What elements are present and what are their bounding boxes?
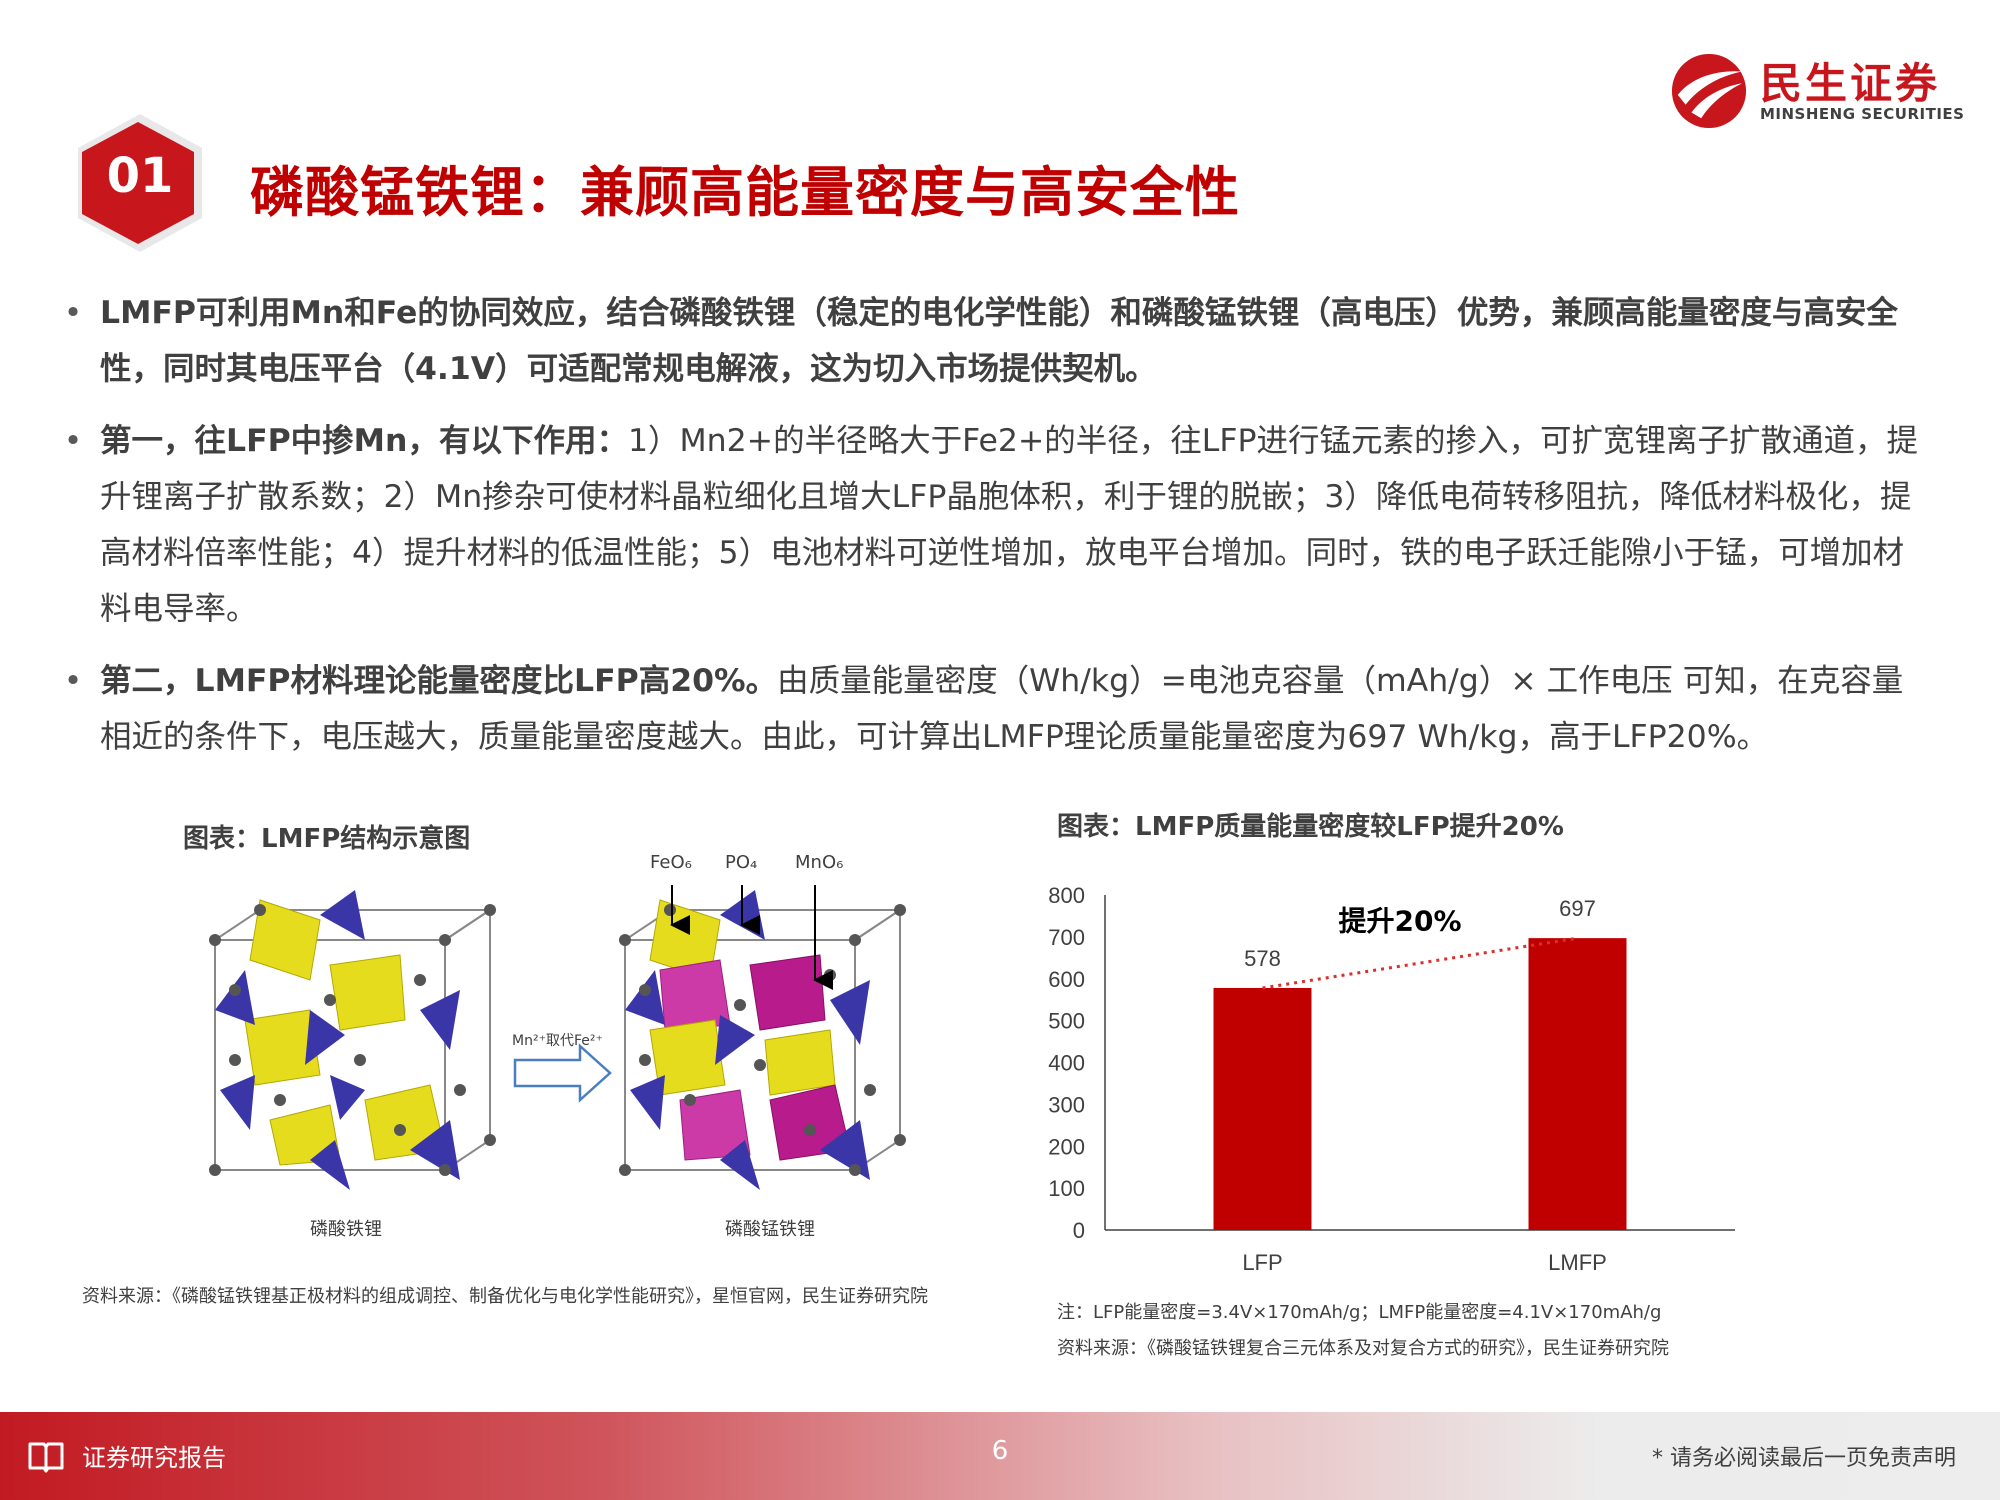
y-tick-label: 400 [1048, 1051, 1085, 1076]
lmfp-crystal-icon [619, 890, 906, 1190]
lmfp-structure-diagram: FeO₆ PO₄ MnO₆ Mn²⁺取代Fe²⁺ 磷酸铁锂 磷酸锰铁锂 [160, 852, 920, 1250]
y-tick-label: 200 [1048, 1134, 1085, 1159]
energy-density-chart: 0 100 200 300 400 500 600 700 800 578 LFP 697 LMFP 提升… [1048, 883, 1735, 1275]
bullet-item: • 第一，往LFP中掺Mn，有以下作用：1）Mn2+的半径略大于Fe2+的半径，… [58, 413, 1928, 637]
trend-line [1262, 936, 1578, 990]
bullet-item: • LMFP可利用Mn和Fe的协同效应，结合磷酸铁锂（稳定的电化学性能）和磷酸锰… [58, 285, 1928, 397]
logo-name-cn: 民生证券 [1760, 59, 1941, 108]
crystal-structure-illustration [209, 885, 906, 1190]
bullet-dot-icon: • [63, 423, 83, 459]
arrow-label: Mn²⁺取代Fe²⁺ [512, 1033, 603, 1049]
bullet-text: 1）Mn2+的半径略大于Fe2+的半径，往LFP进行锰元素的掺入，可扩宽锂离子扩… [100, 423, 1918, 627]
bullet-dot-icon: • [63, 295, 83, 331]
logo-name-en: MINSHENG SECURITIES [1760, 105, 1965, 123]
bullet-bold-text: 第二，LMFP材料理论能量密度比LFP高20%。 [100, 663, 778, 699]
bar [1213, 987, 1312, 1230]
bar [1528, 938, 1627, 1230]
bar-value-label: 697 [1559, 896, 1596, 921]
transform-arrow-icon [513, 1043, 612, 1103]
figure-right-source: 资料来源：《磷酸锰铁锂复合三元体系及对复合方式的研究》，民生证券研究院 [1057, 1338, 1669, 1359]
figure-left-title: 图表：LMFP结构示意图 [183, 824, 471, 854]
page-number: 6 [991, 1436, 1009, 1466]
figure-left-source: 资料来源：《磷酸锰铁锂基正极材料的组成调控、制备优化与电化学性能研究》，星恒官网… [82, 1286, 928, 1307]
y-tick-label: 100 [1048, 1176, 1085, 1201]
bullet-list: • LMFP可利用Mn和Fe的协同效应，结合磷酸铁锂（稳定的电化学性能）和磷酸锰… [58, 285, 1928, 781]
bullet-bold-text: 第一，往LFP中掺Mn，有以下作用： [100, 423, 628, 459]
x-category-label: LMFP [1548, 1250, 1607, 1275]
page-title: 磷酸锰铁锂：兼顾高能量密度与高安全性 [250, 161, 1240, 224]
footer-report-label: 证券研究报告 [82, 1444, 226, 1472]
legend-po4: PO₄ [725, 852, 758, 873]
y-tick-label: 0 [1073, 1218, 1085, 1243]
x-category-label: LFP [1242, 1250, 1282, 1275]
section-number: 01 [106, 148, 174, 204]
bullet-dot-icon: • [63, 663, 83, 699]
lfp-crystal-icon [209, 890, 496, 1190]
increase-annotation: 提升20% [1338, 905, 1461, 938]
minsheng-logo-mark-icon [1671, 53, 1747, 129]
lfp-label: 磷酸铁锂 [310, 1219, 382, 1240]
footer-bar: 证券研究报告 6 * 请务必阅读最后一页免责声明 [0, 1412, 2000, 1500]
legend-mno6: MnO₆ [795, 852, 844, 873]
bullet-bold-text: LMFP可利用Mn和Fe的协同效应，结合磷酸铁锂（稳定的电化学性能）和磷酸锰铁锂… [100, 295, 1898, 387]
figure-right-title: 图表：LMFP质量能量密度较LFP提升20% [1057, 812, 1564, 842]
lmfp-label: 磷酸锰铁锂 [725, 1219, 815, 1240]
y-tick-label: 600 [1048, 967, 1085, 992]
legend-feo6: FeO₆ [650, 852, 692, 873]
figure-right-note: 注：LFP能量密度=3.4V×170mAh/g；LMFP能量密度=4.1V×17… [1057, 1302, 1662, 1323]
book-icon [28, 1442, 64, 1473]
disclaimer-note: * 请务必阅读最后一页免责声明 [1652, 1446, 1956, 1471]
y-tick-label: 800 [1048, 883, 1085, 908]
bullet-text: 由质量能量密度（Wh/kg）=电池克容量（mAh/g）× 工作电压 可知，在克容… [100, 663, 1904, 755]
bullet-item: • 第二，LMFP材料理论能量密度比LFP高20%。由质量能量密度（Wh/kg）… [58, 653, 1928, 765]
y-tick-label: 300 [1048, 1092, 1085, 1117]
y-tick-label: 500 [1048, 1009, 1085, 1034]
y-tick-label: 700 [1048, 925, 1085, 950]
bar-value-label: 578 [1244, 946, 1281, 971]
section-number-hexagon-icon [78, 114, 202, 252]
minsheng-logo: 民生证券 MINSHENG SECURITIES [1670, 50, 1964, 130]
